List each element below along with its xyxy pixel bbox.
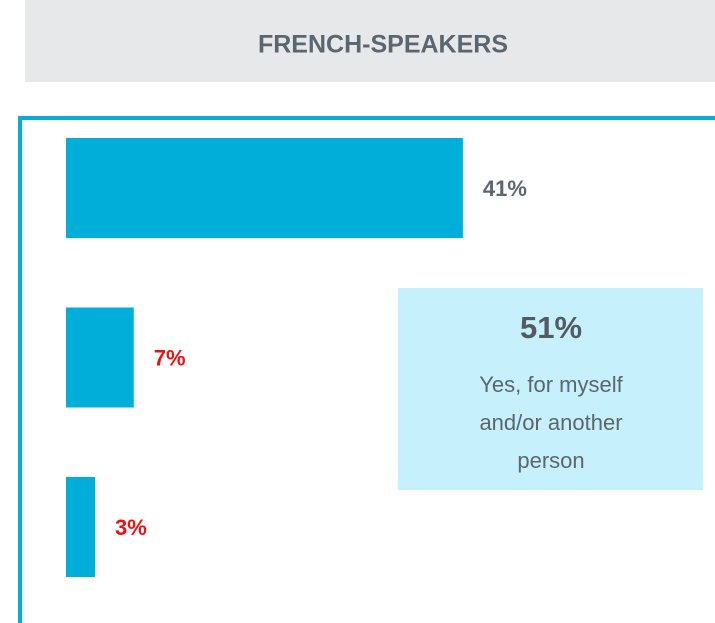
annotation-text: person: [517, 448, 584, 473]
bar: [66, 138, 463, 238]
value-label: 3%: [115, 515, 147, 540]
annotation-value: 51%: [520, 310, 582, 345]
annotation-text: Yes, for myself: [479, 372, 623, 397]
value-label: 41%: [483, 176, 527, 201]
bar: [66, 307, 134, 408]
title-band: [25, 0, 715, 82]
annotation-box: [398, 288, 703, 490]
chart-title: FRENCH-SPEAKERS: [258, 31, 508, 59]
value-label: 7%: [154, 345, 186, 370]
annotation-text: and/or another: [479, 410, 622, 435]
bar: [66, 477, 96, 577]
